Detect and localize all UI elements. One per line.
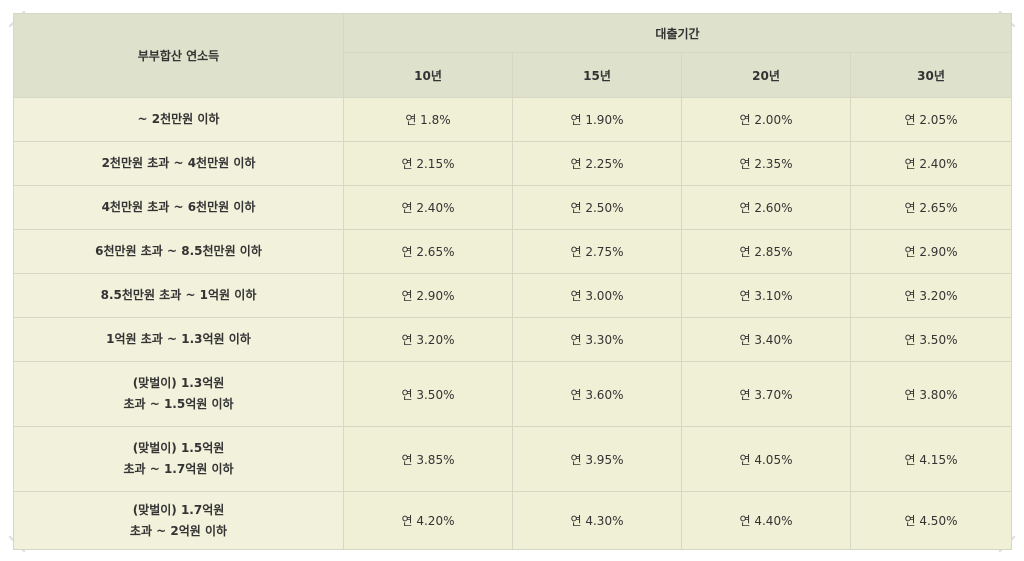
rate-cell: 연 2.85%	[681, 229, 851, 274]
rate-cell: 연 3.85%	[343, 426, 513, 492]
rate-cell: 연 3.20%	[343, 317, 513, 362]
rate-cell: 연 2.65%	[343, 229, 513, 274]
rate-cell: 연 2.15%	[343, 141, 513, 186]
table-row: 2천만원 초과 ~ 4천만원 이하 연 2.15% 연 2.25% 연 2.35% 연 …	[13, 141, 1012, 186]
rate-cell: 연 2.75%	[512, 229, 682, 274]
rate-cell: 연 2.90%	[343, 273, 513, 318]
income-line: 2천만원 초과 ~ 4천만원 이하	[101, 156, 256, 170]
income-cell: 6천만원 초과 ~ 8.5천만원 이하	[13, 229, 344, 274]
income-line: (맞벌이) 1.5억원	[132, 441, 225, 455]
rate-cell: 연 2.60%	[681, 185, 851, 230]
rate-cell: 연 1.8%	[343, 97, 513, 142]
table-row: 6천만원 초과 ~ 8.5천만원 이하 연 2.65% 연 2.75% 연 2.85%…	[13, 229, 1012, 274]
rate-cell: 연 3.20%	[850, 273, 1012, 318]
table-wrap: 부부합산 연소득 대출기간 10년 15년 20년 30년 ~ 2천만원 이하 연 1.…	[13, 13, 1012, 550]
rate-cell: 연 2.00%	[681, 97, 851, 142]
income-header: 부부합산 연소득	[13, 13, 344, 98]
income-line: (맞벌이) 1.3억원	[132, 376, 225, 390]
rate-cell: 연 4.05%	[681, 426, 851, 492]
rate-cell: 연 2.50%	[512, 185, 682, 230]
term-header: 20년	[681, 52, 851, 98]
rate-cell: 연 3.95%	[512, 426, 682, 492]
rate-cell: 연 2.35%	[681, 141, 851, 186]
rate-cell: 연 4.20%	[343, 491, 513, 550]
rate-table: 부부합산 연소득 대출기간 10년 15년 20년 30년 ~ 2천만원 이하 연 1.…	[13, 13, 1012, 550]
table-row: (맞벌이) 1.7억원 초과 ~ 2억원 이하 연 4.20% 연 4.30% 연 4.…	[13, 491, 1012, 550]
rate-cell: 연 3.40%	[681, 317, 851, 362]
rate-cell: 연 4.40%	[681, 491, 851, 550]
rate-cell: 연 2.65%	[850, 185, 1012, 230]
period-header: 대출기간	[343, 13, 1012, 53]
table-row: 8.5천만원 초과 ~ 1억원 이하 연 2.90% 연 3.00% 연 3.10% 연…	[13, 273, 1012, 318]
rate-cell: 연 3.00%	[512, 273, 682, 318]
income-line: 4천만원 초과 ~ 6천만원 이하	[101, 200, 256, 214]
income-line: ~ 2천만원 이하	[137, 112, 220, 126]
table-row: (맞벌이) 1.5억원 초과 ~ 1.7억원 이하 연 3.85% 연 3.95% 연 …	[13, 426, 1012, 492]
rate-cell: 연 2.40%	[343, 185, 513, 230]
rate-cell: 연 1.90%	[512, 97, 682, 142]
table-row: (맞벌이) 1.3억원 초과 ~ 1.5억원 이하 연 3.50% 연 3.60% 연 …	[13, 361, 1012, 427]
rate-cell: 연 3.50%	[343, 361, 513, 427]
rate-cell: 연 2.90%	[850, 229, 1012, 274]
income-line: 8.5천만원 초과 ~ 1억원 이하	[100, 288, 257, 302]
income-cell: 1억원 초과 ~ 1.3억원 이하	[13, 317, 344, 362]
term-header: 30년	[850, 52, 1012, 98]
rate-cell: 연 3.70%	[681, 361, 851, 427]
rate-cell: 연 4.50%	[850, 491, 1012, 550]
rate-cell: 연 3.50%	[850, 317, 1012, 362]
rate-cell: 연 4.15%	[850, 426, 1012, 492]
rate-cell: 연 2.40%	[850, 141, 1012, 186]
income-cell: 4천만원 초과 ~ 6천만원 이하	[13, 185, 344, 230]
table-row: 4천만원 초과 ~ 6천만원 이하 연 2.40% 연 2.50% 연 2.60% 연 …	[13, 185, 1012, 230]
income-line: (맞벌이) 1.7억원	[132, 502, 225, 517]
rate-cell: 연 2.05%	[850, 97, 1012, 142]
term-header: 15년	[512, 52, 682, 98]
rate-cell: 연 2.25%	[512, 141, 682, 186]
term-header: 10년	[343, 52, 513, 98]
income-line: 1억원 초과 ~ 1.3억원 이하	[106, 332, 251, 346]
table-row: 1억원 초과 ~ 1.3억원 이하 연 3.20% 연 3.30% 연 3.40% 연 …	[13, 317, 1012, 362]
income-line: 초과 ~ 1.7억원 이하	[123, 462, 234, 476]
rate-cell: 연 4.30%	[512, 491, 682, 550]
table-row: ~ 2천만원 이하 연 1.8% 연 1.90% 연 2.00% 연 2.05%	[13, 97, 1012, 142]
rate-cell: 연 3.10%	[681, 273, 851, 318]
rate-cell: 연 3.30%	[512, 317, 682, 362]
income-cell: ~ 2천만원 이하	[13, 97, 344, 142]
income-line: 초과 ~ 1.5억원 이하	[123, 397, 234, 411]
rate-cell: 연 3.60%	[512, 361, 682, 427]
income-line: 6천만원 초과 ~ 8.5천만원 이하	[95, 244, 262, 258]
income-cell: 2천만원 초과 ~ 4천만원 이하	[13, 141, 344, 186]
income-line: 초과 ~ 2억원 이하	[129, 523, 228, 538]
rate-cell: 연 3.80%	[850, 361, 1012, 427]
income-cell: 8.5천만원 초과 ~ 1억원 이하	[13, 273, 344, 318]
